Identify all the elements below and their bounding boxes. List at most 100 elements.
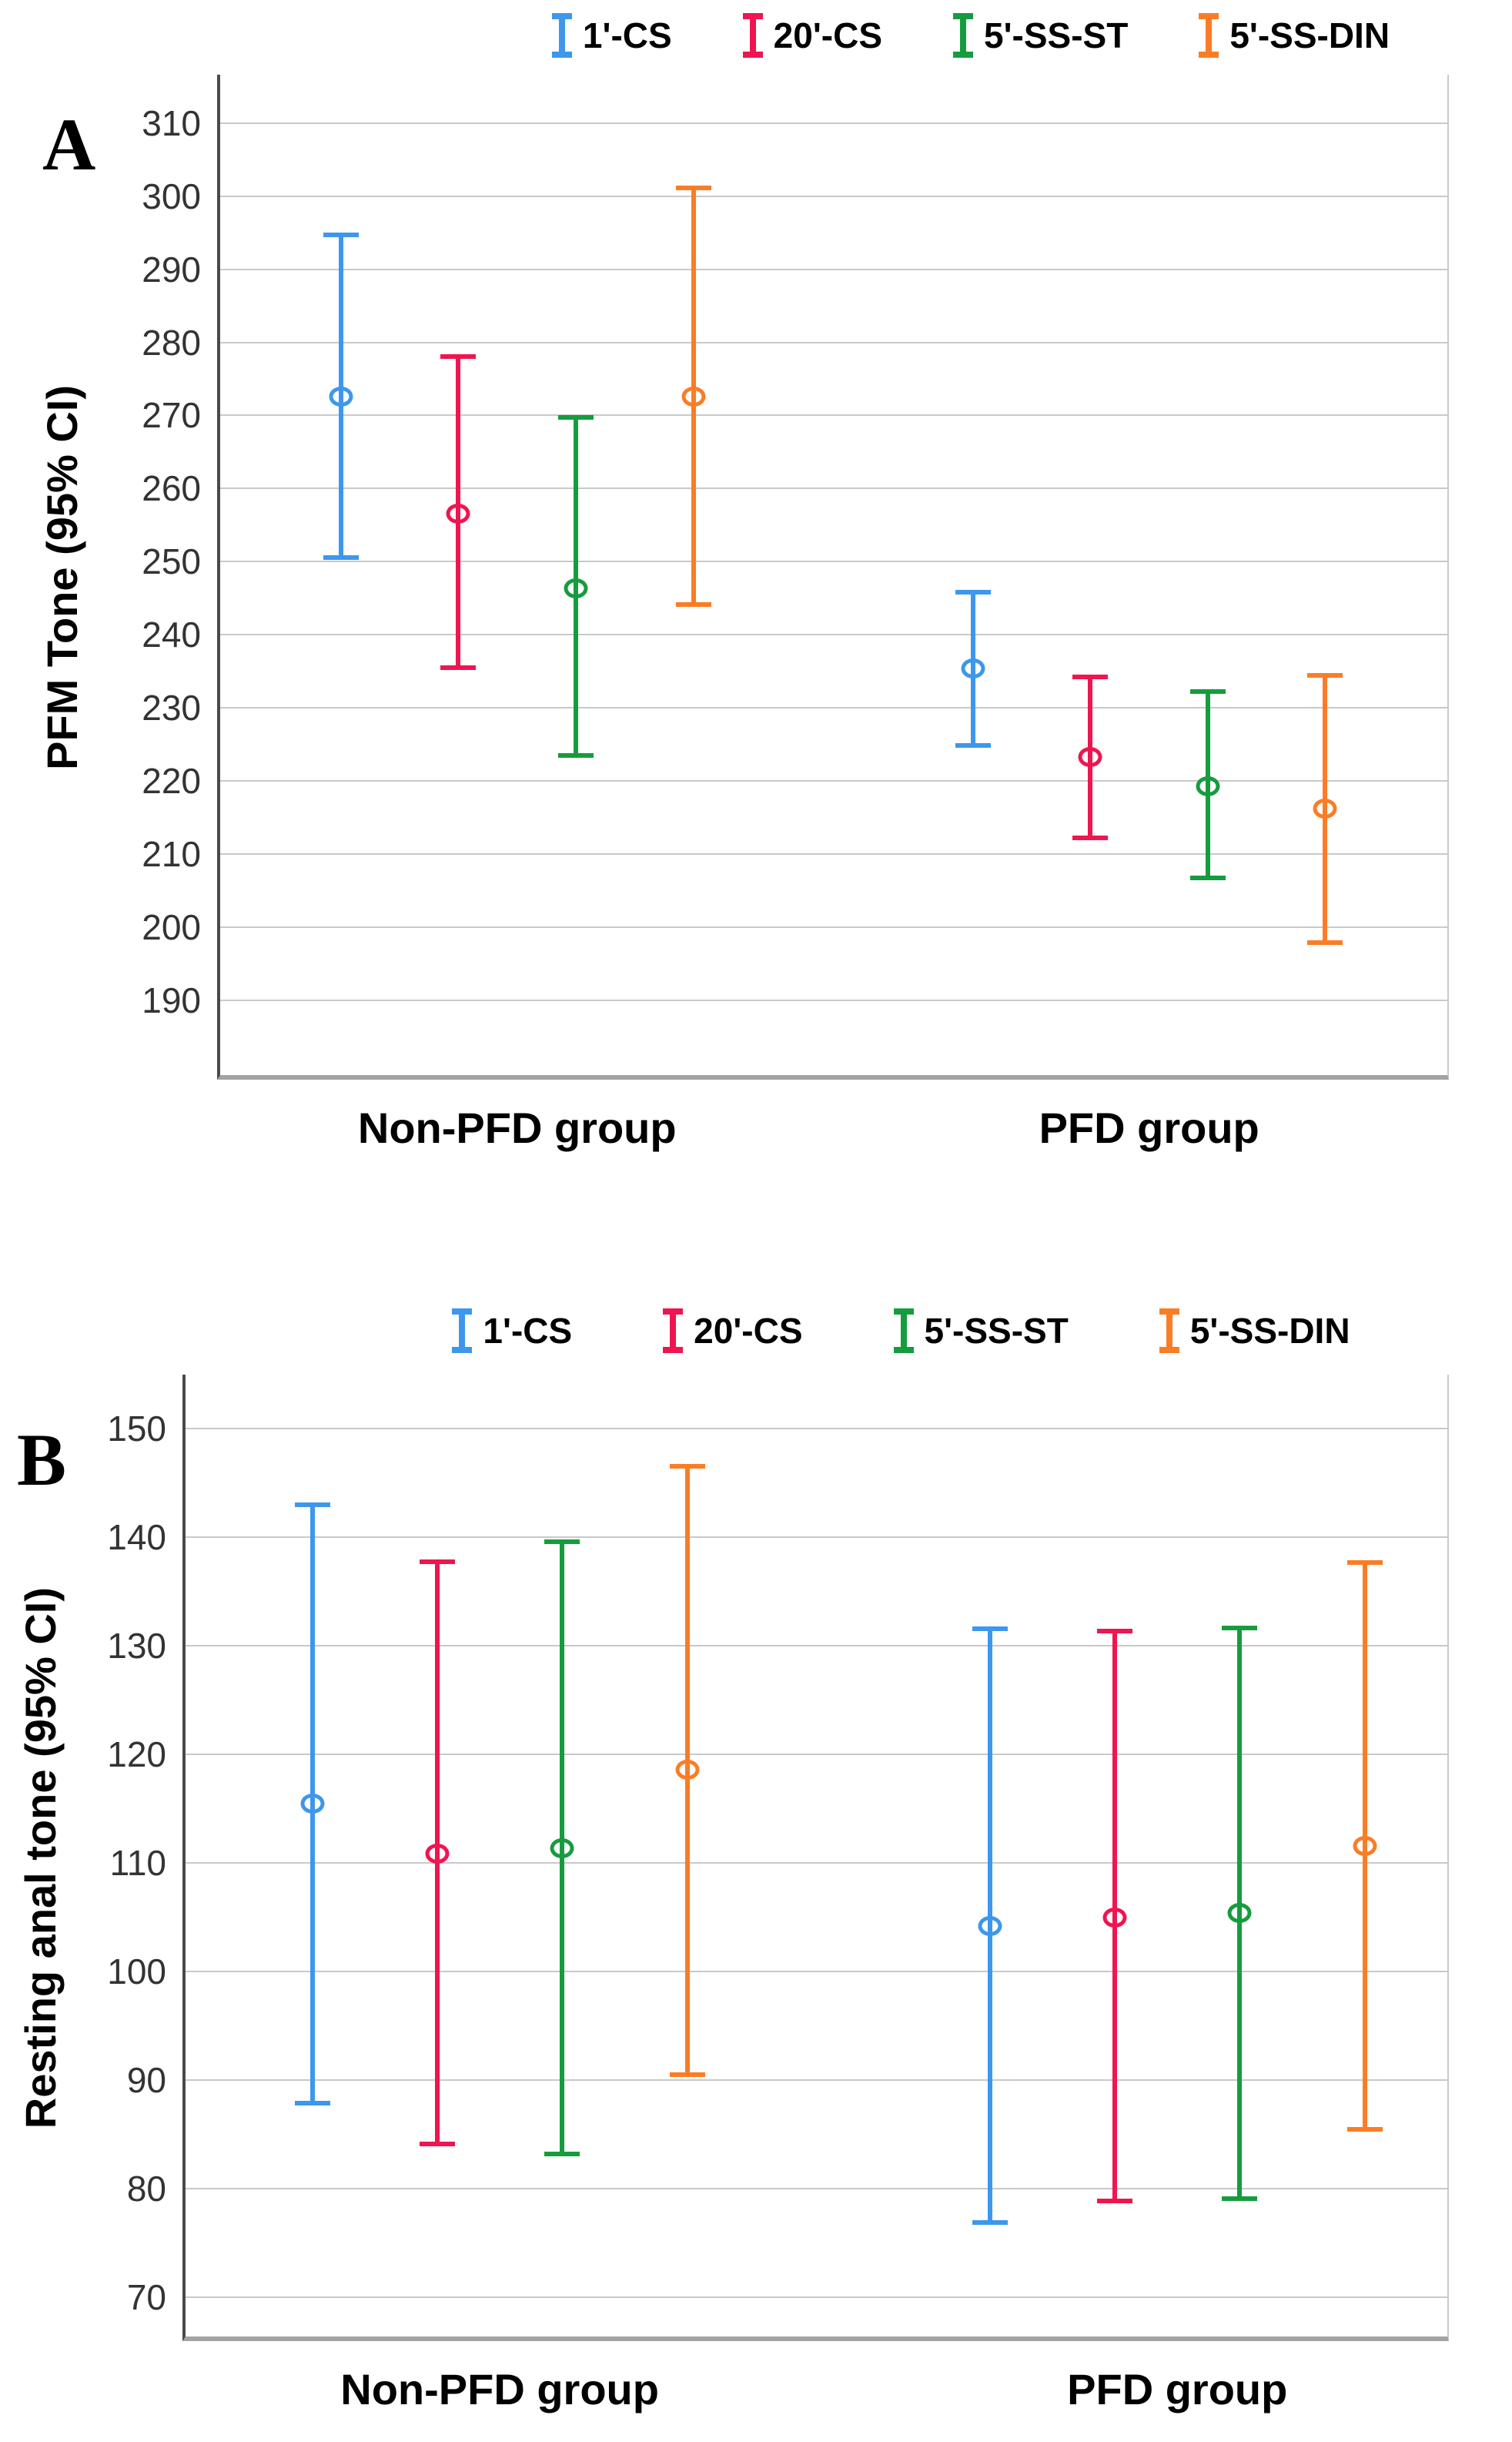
error-bar-1'-CS-PFD group	[955, 590, 991, 748]
gridline	[220, 853, 1447, 856]
legend-label: 5'-SS-ST	[984, 15, 1129, 55]
gridline	[220, 561, 1447, 563]
error-bar-5'-SS-DIN-PFD group	[1307, 672, 1343, 945]
mean-marker	[446, 503, 470, 524]
y-tick-label: 300	[142, 176, 201, 216]
legend-item-5'-SS-ST: 5'-SS-ST	[953, 13, 1128, 58]
error-bar-20'-CS-PFD group	[1097, 1628, 1133, 2203]
error-bar-icon	[551, 13, 572, 58]
mean-marker	[550, 1837, 574, 1858]
ci-lower-cap	[1072, 836, 1109, 841]
legend-item-5'-SS-DIN: 5'-SS-DIN	[1199, 13, 1390, 58]
y-tick-label: 70	[126, 2277, 166, 2318]
error-bar-icon	[742, 13, 763, 58]
ci-lower-cap	[1222, 2196, 1258, 2201]
legend-item-5'-SS-ST: 5'-SS-ST	[893, 1308, 1069, 1353]
marker-cap	[663, 1347, 684, 1353]
marker-stem	[960, 19, 966, 52]
error-bar-20'-CS-Non-PFD group	[419, 1559, 455, 2147]
mean-marker	[1227, 1903, 1252, 1924]
gridline	[220, 1000, 1447, 1002]
y-tick-label: 310	[142, 102, 201, 143]
legend-label: 1'-CS	[582, 15, 672, 55]
ci-lower-cap	[1307, 940, 1343, 945]
mean-marker	[329, 386, 353, 407]
mean-marker	[1196, 775, 1220, 796]
y-tick-label: 190	[142, 980, 201, 1021]
error-bar-1'-CS-PFD group	[972, 1626, 1008, 2225]
ci-lower-cap	[1189, 876, 1226, 881]
gridline	[186, 1754, 1447, 1756]
ci-lower-cap	[1346, 2126, 1383, 2132]
gridline	[186, 2079, 1447, 2082]
marker-cap	[663, 1308, 684, 1315]
panel-a-legend: 1'-CS 20'-CS 5'-SS-ST 5'-SS-DIN	[217, 8, 1512, 63]
y-tick-label: 230	[142, 688, 201, 729]
y-tick-label: 80	[126, 2169, 166, 2209]
ci-lower-cap	[544, 2151, 580, 2156]
panel-b-letter: B	[17, 1419, 67, 1501]
gridline	[220, 707, 1447, 709]
y-tick-label: 150	[107, 1409, 166, 1449]
y-tick-label: 110	[109, 1843, 166, 1884]
gridline	[186, 1645, 1447, 1647]
y-tick-label: 250	[142, 541, 201, 582]
gridline	[220, 634, 1447, 636]
mean-marker	[1078, 746, 1102, 767]
marker-cap	[1199, 52, 1219, 58]
ci-lower-cap	[972, 2219, 1008, 2225]
marker-cap	[1199, 13, 1219, 19]
y-tick-label: 220	[142, 761, 201, 802]
marker-stem	[558, 19, 565, 52]
panel-a-letter: A	[42, 103, 96, 186]
y-tick-label: 100	[107, 1951, 166, 1992]
error-bar-1'-CS-Non-PFD group	[294, 1502, 330, 2105]
y-tick-label: 260	[142, 468, 201, 509]
gridline	[220, 926, 1447, 929]
error-bar-icon	[452, 1308, 473, 1353]
legend-item-20'-CS: 20'-CS	[742, 13, 882, 58]
marker-cap	[452, 1347, 473, 1353]
legend-item-1'-CS: 1'-CS	[551, 13, 672, 58]
error-bar-icon	[1199, 13, 1219, 58]
mean-marker	[978, 1916, 1002, 1937]
gridline	[186, 1862, 1447, 1864]
error-bar-20'-CS-Non-PFD group	[440, 353, 477, 670]
error-bar-icon	[893, 1308, 914, 1353]
y-tick-label: 290	[142, 249, 201, 290]
gridline	[186, 2296, 1447, 2299]
marker-cap	[742, 52, 763, 58]
error-bar-5'-SS-ST-Non-PFD group	[558, 415, 594, 758]
gridline	[186, 2188, 1447, 2190]
marker-cap	[953, 52, 973, 58]
error-bar-5'-SS-DIN-PFD group	[1346, 1560, 1383, 2132]
x-category-label: PFD group	[1039, 1104, 1259, 1152]
gridline	[220, 414, 1447, 417]
gridline	[220, 122, 1447, 124]
mean-marker	[961, 658, 985, 679]
marker-stem	[1166, 1315, 1172, 1347]
ci-lower-cap	[1097, 2198, 1133, 2203]
gridline	[220, 487, 1447, 490]
error-bar-5'-SS-ST-PFD group	[1189, 688, 1226, 881]
legend-label: 5'-SS-DIN	[1189, 1311, 1350, 1351]
legend-item-5'-SS-DIN: 5'-SS-DIN	[1159, 1308, 1350, 1353]
marker-cap	[452, 1308, 473, 1315]
error-bar-20'-CS-PFD group	[1072, 674, 1109, 841]
gridline	[220, 268, 1447, 270]
error-bar-5'-SS-DIN-Non-PFD group	[669, 1463, 705, 2078]
marker-stem	[459, 1315, 466, 1347]
marker-stem	[670, 1315, 677, 1347]
mean-marker	[425, 1843, 450, 1864]
error-bar-icon	[663, 1308, 684, 1353]
gridline	[186, 1536, 1447, 1539]
ci-lower-cap	[675, 602, 711, 608]
y-tick-label: 240	[142, 615, 201, 655]
error-bar-icon	[1159, 1308, 1179, 1353]
y-tick-label: 130	[107, 1626, 166, 1667]
gridline	[186, 1428, 1447, 1430]
legend-label: 5'-SS-ST	[924, 1311, 1069, 1351]
